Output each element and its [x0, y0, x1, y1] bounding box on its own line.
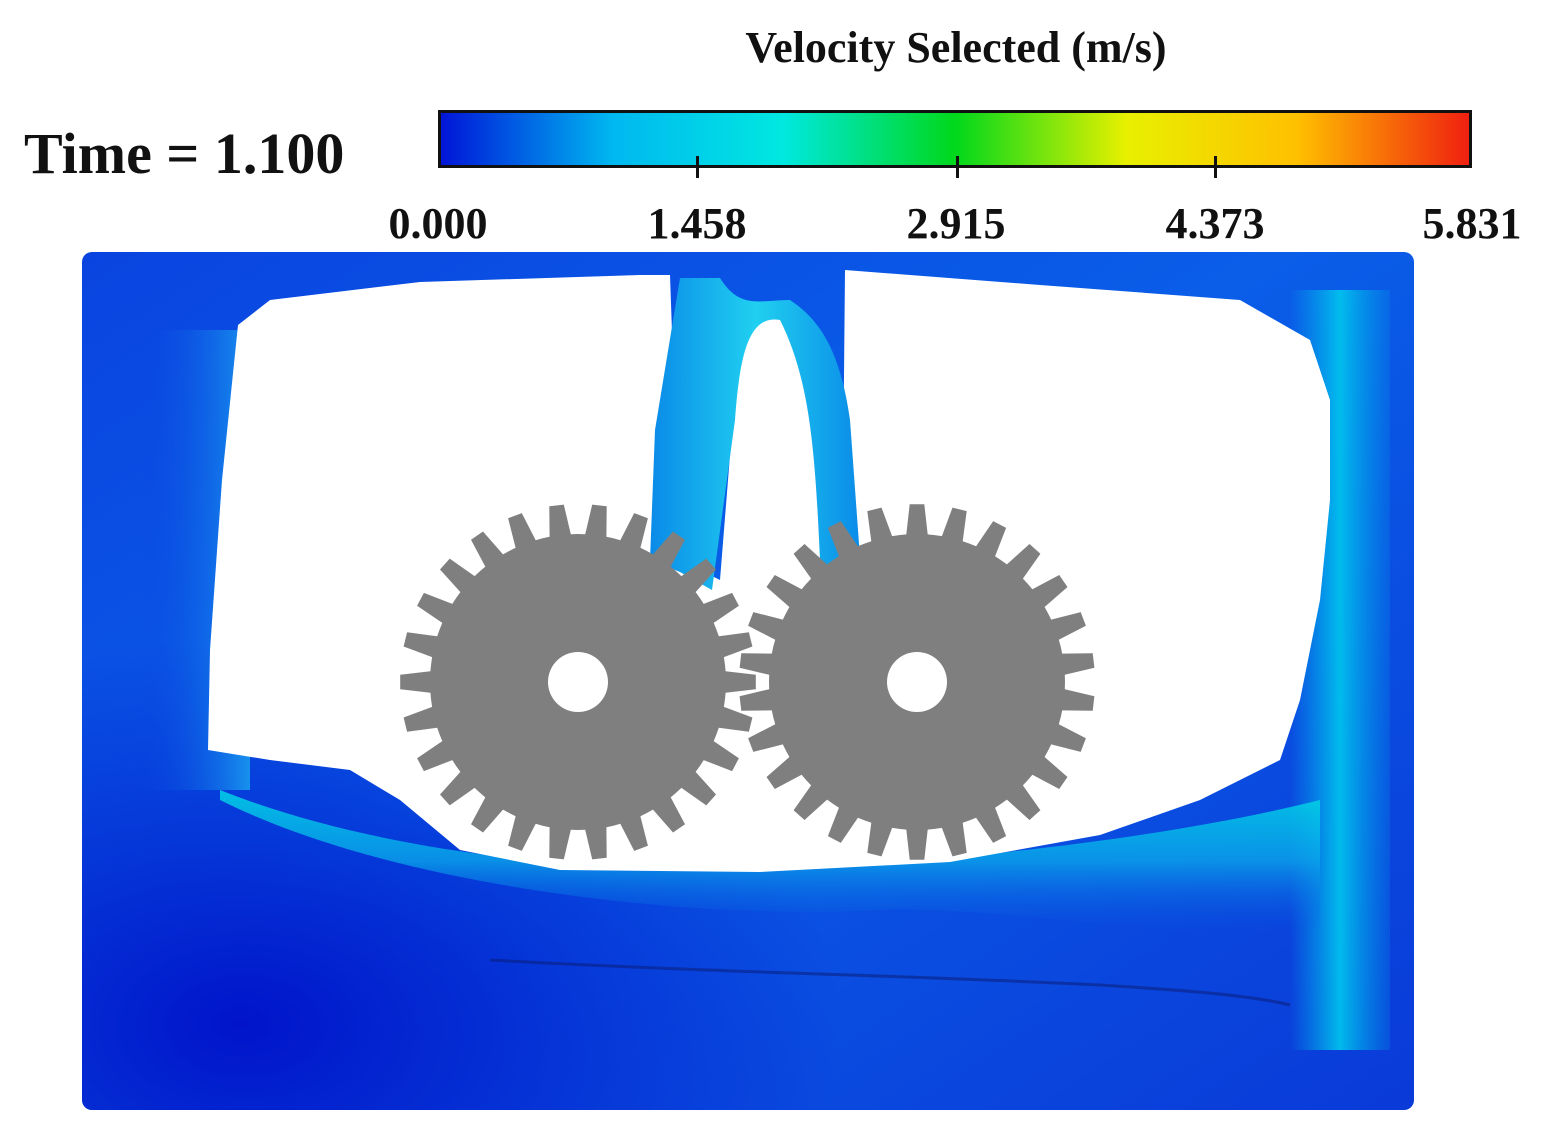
legend-title: Velocity Selected (m/s)	[745, 23, 1167, 72]
time-label: Time = 1.100	[24, 121, 345, 186]
colorbar-tick	[696, 156, 699, 178]
tick-label-2: 2.915	[906, 199, 1006, 248]
tick-label-1: 1.458	[647, 199, 747, 248]
gear-left	[400, 504, 756, 860]
gear-right	[739, 504, 1095, 860]
bottom-streak	[489, 958, 1291, 1007]
gear-hub-hole	[548, 652, 608, 712]
gear-hub-hole	[887, 652, 947, 712]
colorbar-tick	[956, 156, 959, 178]
colorbar-tick	[1214, 156, 1217, 178]
tick-label-3: 4.373	[1165, 199, 1265, 248]
colorbar	[438, 110, 1472, 168]
lower-flow-band	[220, 790, 1320, 932]
tick-label-0: 0.000	[388, 199, 488, 248]
air-region	[208, 270, 1330, 872]
tick-label-4: 5.831	[1422, 199, 1522, 248]
